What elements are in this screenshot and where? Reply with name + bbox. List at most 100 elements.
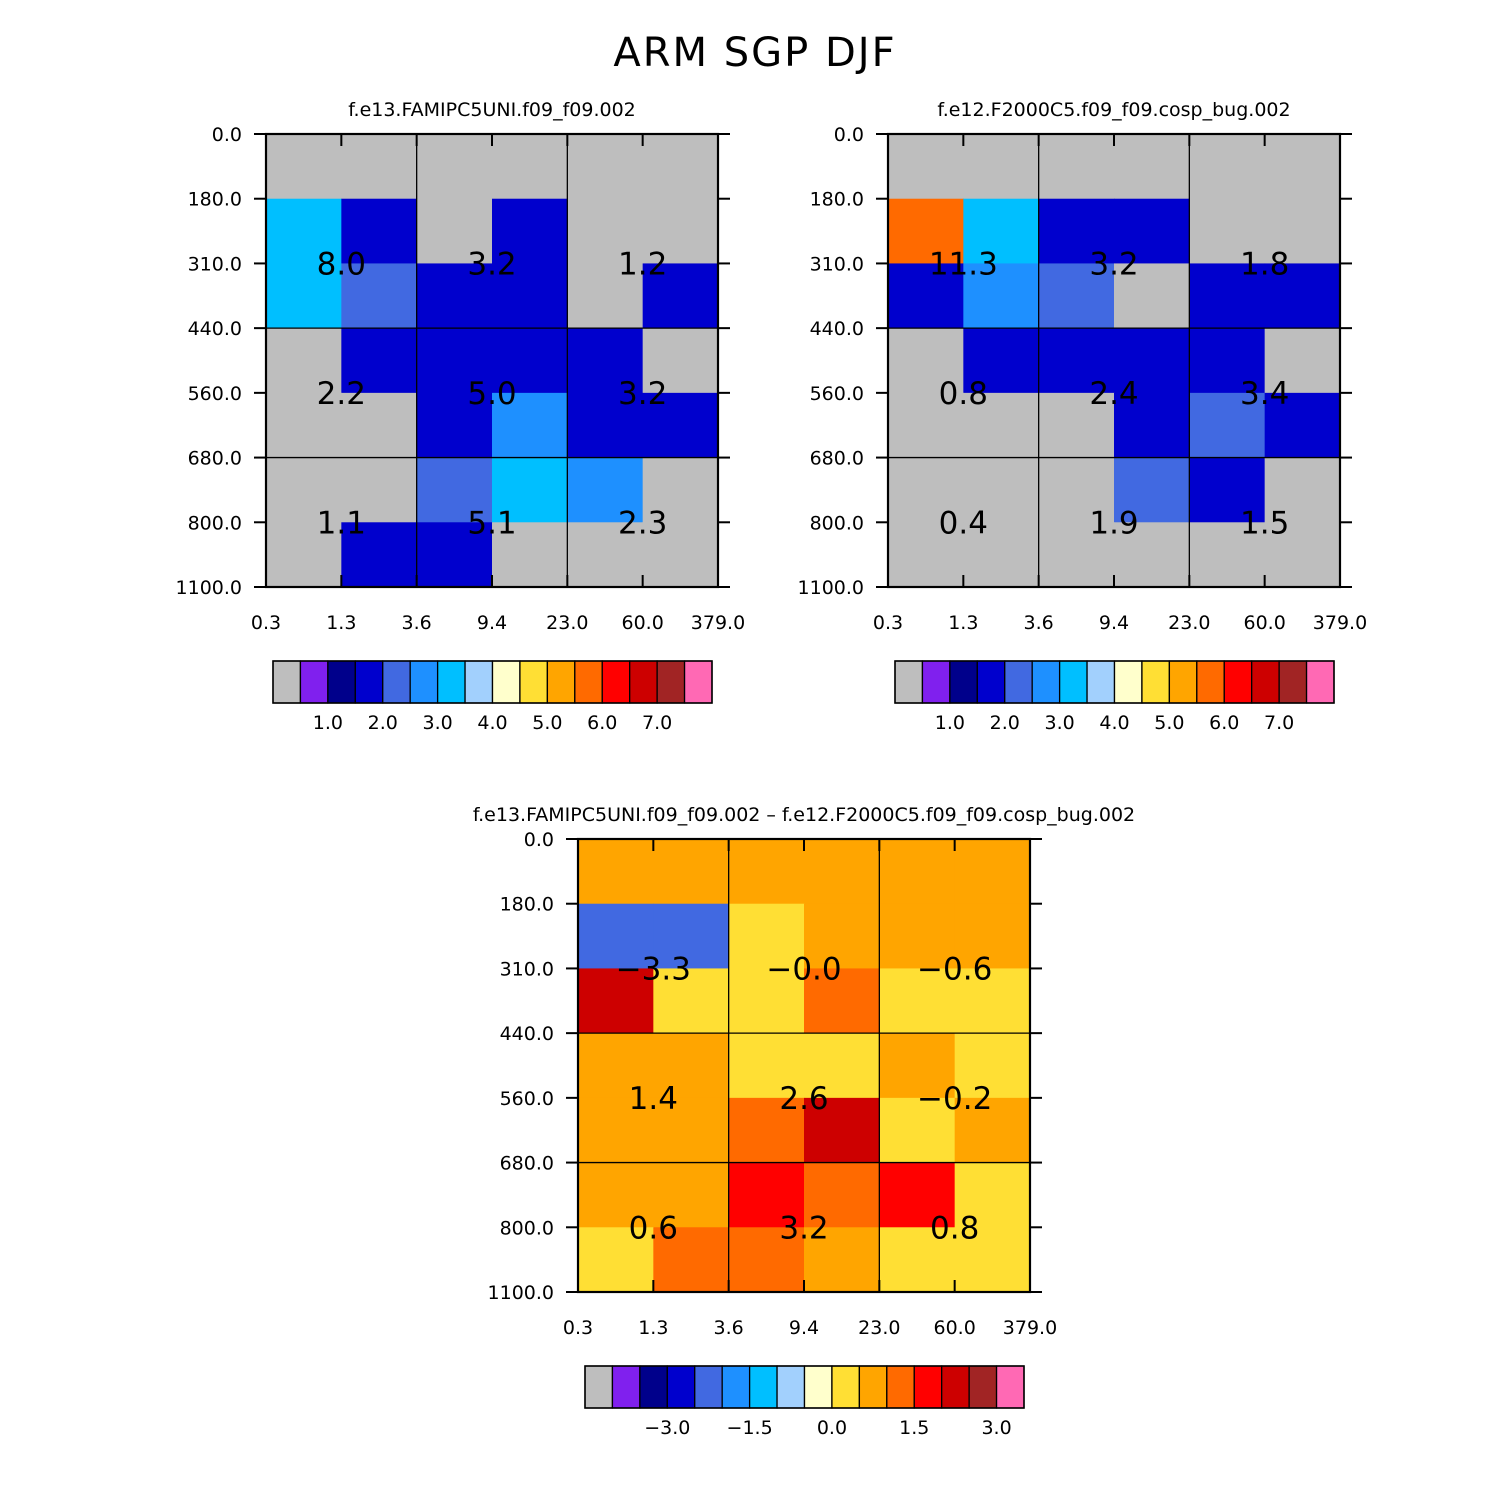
block-value-label: 5.0 [467, 376, 516, 412]
heatmap-cell [879, 839, 956, 905]
heatmap-cell [728, 839, 805, 905]
heatmap-cell [653, 968, 730, 1034]
heatmap-cell [888, 198, 964, 264]
heatmap-cell [1038, 392, 1115, 459]
main-title: ARM SGP DJF [613, 30, 897, 76]
heatmap-cell [728, 1097, 805, 1164]
heatmap-cell [642, 263, 719, 329]
heatmap-cell [653, 1097, 730, 1164]
colorbar-swatch [1223, 660, 1253, 704]
x-tick-label: 23.0 [546, 612, 588, 634]
heatmap-cell [804, 1097, 880, 1164]
colorbar-swatch [748, 1365, 778, 1409]
y-tick-label: 0.0 [212, 124, 242, 146]
heatmap-cell [1264, 134, 1341, 200]
heatmap-cell [492, 328, 568, 394]
colorbar-label: 3.0 [981, 1417, 1011, 1439]
heatmap-cell [963, 263, 1040, 329]
colorbar-swatch [1141, 660, 1171, 704]
heatmap-cell [567, 328, 644, 394]
heatmap-cell [1264, 263, 1341, 329]
heatmap-cell [804, 1227, 880, 1293]
heatmap-cell [642, 392, 719, 459]
colorbar-label: 7.0 [1264, 712, 1294, 734]
heatmap-cell [567, 198, 644, 264]
heatmap-cell [341, 134, 418, 200]
colorbar-label: 1.0 [313, 712, 343, 734]
colorbar-label: 1.0 [935, 712, 965, 734]
y-tick-label: 1100.0 [488, 1282, 554, 1304]
heatmap-cell [578, 1162, 654, 1228]
heatmap-cell [492, 263, 568, 329]
heatmap-cell [728, 1162, 805, 1228]
heatmap-cell [1114, 522, 1190, 588]
x-tick-label: 3.6 [714, 1317, 744, 1339]
heatmap-cell [728, 903, 805, 969]
heatmap-cell [804, 839, 880, 905]
heatmap-cell [266, 522, 342, 588]
colorbar-swatch [629, 660, 658, 704]
y-tick-label: 440.0 [500, 1023, 554, 1045]
colorbar-swatch [584, 1365, 614, 1409]
block-value-label: 2.3 [618, 505, 667, 541]
heatmap-cell [879, 1097, 956, 1164]
colorbar-swatch [382, 660, 411, 704]
heatmap-cell [1038, 457, 1115, 523]
y-tick-label: 310.0 [188, 253, 242, 275]
heatmap-cell [954, 1097, 1031, 1164]
heatmap-cell [963, 328, 1040, 394]
colorbar-swatch [1168, 660, 1198, 704]
colorbar-swatch [611, 1365, 641, 1409]
y-tick-label: 800.0 [500, 1217, 554, 1239]
colorbar-swatch [694, 1365, 723, 1409]
y-tick-label: 180.0 [500, 894, 554, 916]
colorbar-label: 3.0 [423, 712, 453, 734]
colorbar-swatch [976, 660, 1006, 704]
heatmap-cell [804, 903, 880, 969]
y-tick-label: 180.0 [188, 189, 242, 211]
colorbar-swatch [656, 660, 686, 704]
heatmap-cell [642, 328, 719, 394]
heatmap-cell [266, 134, 342, 200]
colorbar-swatch [995, 1365, 1025, 1409]
heatmap-cell [888, 392, 964, 459]
heatmap-cell [1038, 328, 1115, 394]
block-value-label: −3.3 [616, 951, 691, 987]
x-tick-label: 60.0 [934, 1317, 976, 1339]
y-tick-label: 440.0 [188, 318, 242, 340]
colorbar-swatch [803, 1365, 833, 1409]
heatmap-cell [1264, 328, 1341, 394]
heatmap-cell [653, 1227, 730, 1293]
block-value-label: 3.2 [618, 376, 667, 412]
heatmap-cell [578, 1033, 654, 1099]
heatmap-cell [954, 1162, 1031, 1228]
x-tick-label: 1.3 [638, 1317, 668, 1339]
heatmap-cell [1038, 263, 1115, 329]
colorbar-swatch [354, 660, 384, 704]
heatmap-cell [1038, 198, 1115, 264]
heatmap-cell [1114, 134, 1190, 200]
block-value-label: 2.6 [779, 1081, 828, 1117]
heatmap-cell [963, 134, 1040, 200]
colorbar-swatch [1058, 660, 1088, 704]
heatmap-cell [266, 328, 342, 394]
heatmap-cell [416, 134, 493, 200]
y-tick-label: 800.0 [810, 512, 864, 534]
heatmap-cell [888, 263, 964, 329]
heatmap-cell [341, 328, 418, 394]
heatmap-cell [578, 1097, 654, 1164]
block-value-label: 0.8 [930, 1210, 979, 1246]
colorbar-swatch [1004, 660, 1033, 704]
colorbar-label: 3.0 [1045, 712, 1075, 734]
heatmap-cell [416, 392, 493, 459]
colorbar-swatch [886, 1365, 915, 1409]
heatmap-cell [567, 134, 644, 200]
colorbar-swatch [858, 1365, 888, 1409]
heatmap-cell [728, 1227, 805, 1293]
colorbar-label: 2.0 [990, 712, 1020, 734]
x-tick-label: 0.3 [563, 1317, 593, 1339]
y-tick-label: 310.0 [810, 253, 864, 275]
heatmap-cell [963, 392, 1040, 459]
heatmap-cell [1189, 263, 1266, 329]
colorbar-label: 2.0 [368, 712, 398, 734]
